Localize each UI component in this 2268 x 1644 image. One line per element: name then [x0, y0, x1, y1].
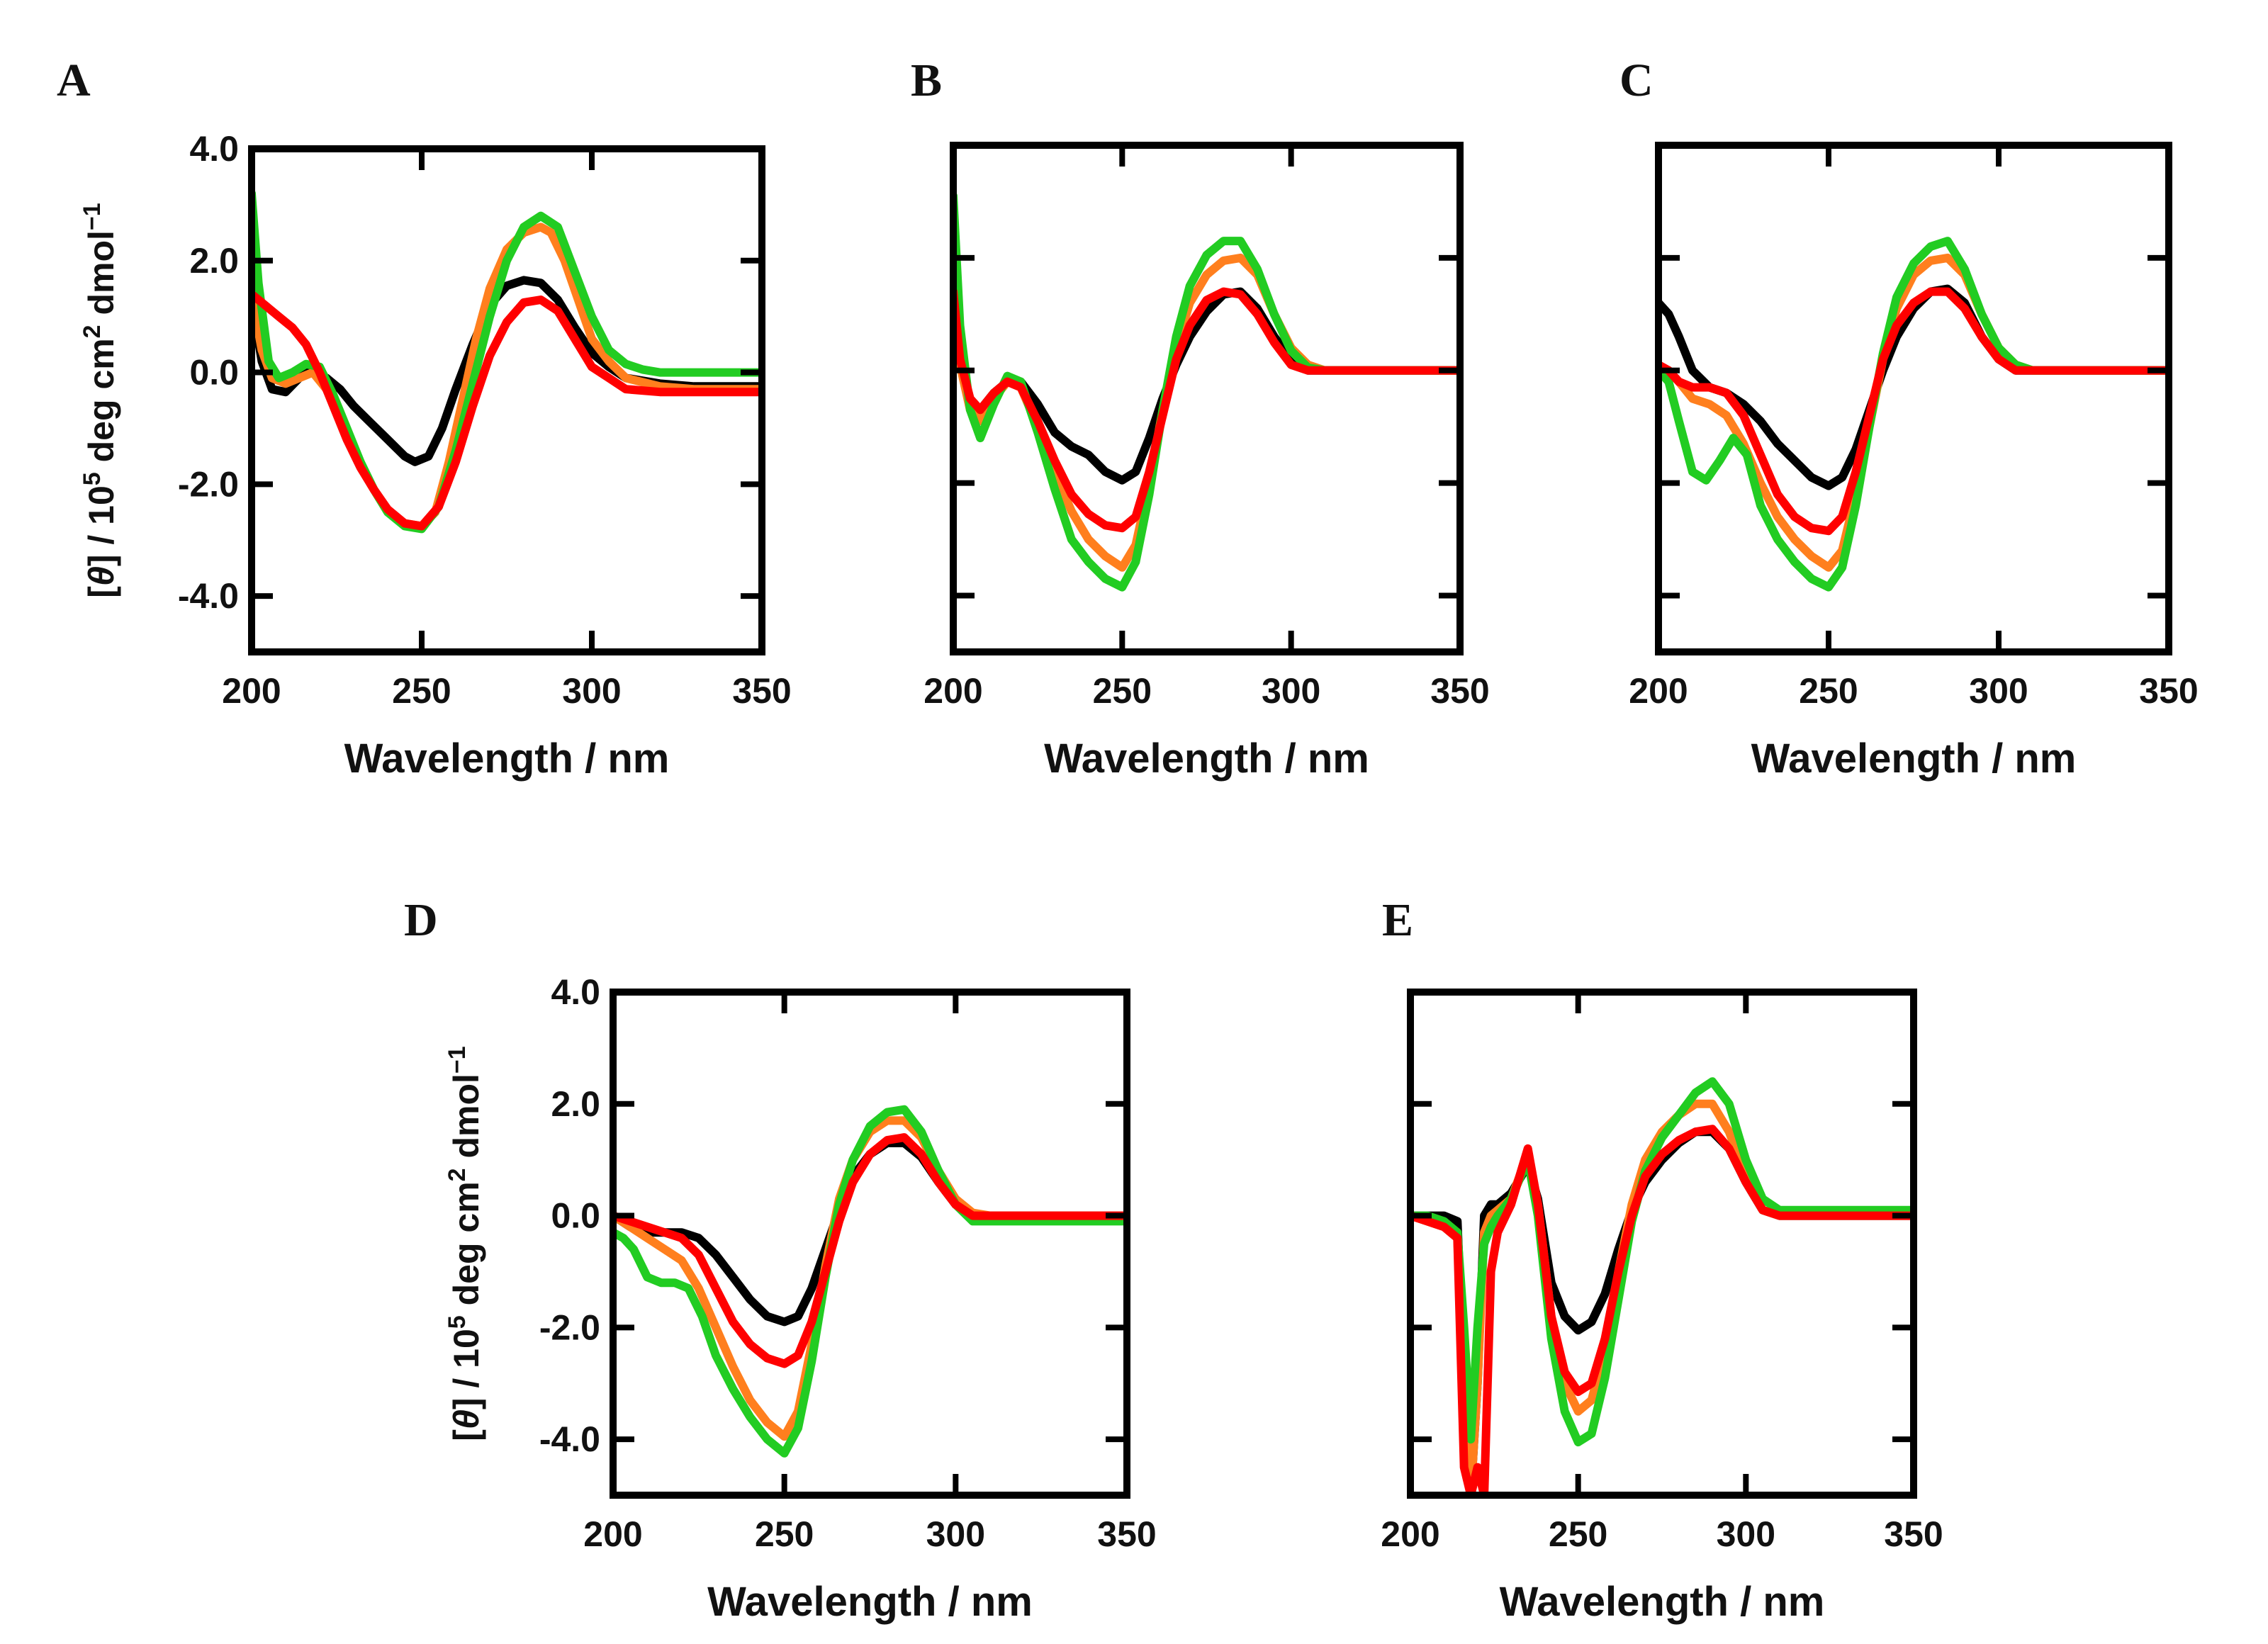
plot-frame	[610, 989, 1130, 1499]
panel-c: C 200 250 300 350 Wavelength / nm	[1619, 55, 2199, 782]
series-group	[1658, 237, 2169, 592]
series-line-orange	[252, 223, 762, 531]
x-tick-label: 200	[1629, 671, 1688, 711]
series-line-black	[953, 287, 1460, 485]
x-tick-label: 200	[1381, 1514, 1439, 1554]
panel-e: E 200 250 300 350 Wavelength / nm	[1381, 894, 1943, 1625]
x-tick-label: 250	[1093, 671, 1152, 711]
y-tick-label: -2.0	[178, 464, 239, 504]
y-tick-label: 4.0	[551, 972, 600, 1012]
y-tick-label: -4.0	[539, 1419, 600, 1459]
y-tick-label: 2.0	[189, 241, 239, 281]
series-group	[1410, 1077, 1914, 1495]
y-axis-title: [θ] / 105 deg cm2 dmol−1	[444, 1046, 486, 1441]
y-tick-label: 2.0	[551, 1084, 600, 1124]
series-line-red	[613, 1133, 1127, 1368]
x-axis-title: Wavelength / nm	[707, 1579, 1033, 1625]
x-tick-label: 350	[2139, 671, 2198, 711]
x-axis-title: Wavelength / nm	[1751, 736, 2077, 782]
x-tick-label: 250	[392, 671, 451, 711]
y-tick-label: 0.0	[189, 353, 239, 393]
panel-letter: C	[1619, 55, 1654, 106]
x-tick-label: 350	[1097, 1514, 1156, 1554]
panel-d: D 200 250 300 350 4.0 2.0 0.0 -2.0 -4.0 Wavelength…	[404, 894, 1157, 1625]
x-tick-label: 200	[583, 1514, 642, 1554]
series-line-green	[1410, 1077, 1914, 1447]
series-group	[953, 191, 1460, 592]
series-line-green	[1658, 237, 2169, 592]
panel-letter: B	[911, 55, 942, 106]
x-tick-label: 350	[732, 671, 791, 711]
series-group	[613, 1105, 1127, 1458]
panel-letter: E	[1382, 894, 1413, 946]
y-axis-title: [θ] / 105 deg cm2 dmol−1	[79, 203, 121, 597]
plot-frame	[950, 142, 1464, 655]
x-tick-label: 250	[1549, 1514, 1607, 1554]
y-tick-label: 0.0	[551, 1196, 600, 1236]
series-line-black	[1658, 284, 2169, 490]
panel-letter: A	[57, 55, 91, 106]
series-line-red	[252, 290, 762, 531]
panel-a: A 200 250 300 350 4.0 2.0 0.0 -2.0 -4.0 Wavelength…	[57, 55, 792, 782]
series-line-green	[613, 1105, 1127, 1458]
x-tick-label: 250	[755, 1514, 814, 1554]
x-tick-label: 300	[1262, 671, 1320, 711]
x-tick-label: 200	[222, 671, 281, 711]
x-axis-title: Wavelength / nm	[1044, 736, 1369, 782]
y-tick-label: 4.0	[189, 129, 239, 169]
series-line-orange	[613, 1116, 1127, 1441]
x-tick-label: 300	[926, 1514, 985, 1554]
x-axis-title: Wavelength / nm	[1500, 1579, 1825, 1625]
x-tick-label: 200	[924, 671, 982, 711]
x-axis-title: Wavelength / nm	[344, 736, 670, 782]
y-tick-label: -4.0	[178, 576, 239, 616]
panel-b: B 200 250 300 350 Wavelength / nm	[911, 55, 1490, 782]
x-tick-label: 250	[1799, 671, 1858, 711]
plot-frame	[1407, 989, 1917, 1499]
y-tick-label: -2.0	[539, 1307, 600, 1347]
x-tick-label: 300	[1969, 671, 2028, 711]
x-tick-label: 350	[1884, 1514, 1943, 1554]
x-tick-label: 300	[1717, 1514, 1775, 1554]
series-line-red	[1410, 1125, 1914, 1495]
plot-frame	[248, 145, 765, 655]
plot-frame	[1655, 142, 2172, 655]
series-line-red	[1658, 287, 2169, 536]
panel-letter: D	[404, 894, 438, 946]
series-group	[252, 189, 762, 534]
x-tick-label: 300	[562, 671, 621, 711]
series-line-red	[953, 287, 1460, 533]
x-tick-label: 350	[1430, 671, 1489, 711]
